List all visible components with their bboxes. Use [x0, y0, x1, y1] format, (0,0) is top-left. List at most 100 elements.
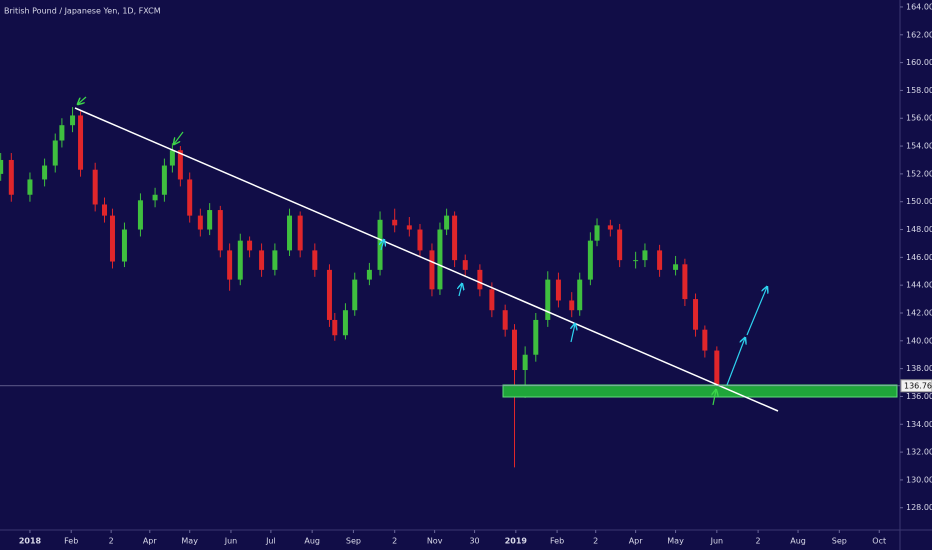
trend-line	[74, 107, 779, 412]
candle-body	[109, 215, 115, 262]
arrow	[381, 240, 384, 251]
x-tick-label: May	[181, 537, 198, 546]
arrow	[174, 131, 184, 144]
y-tick-label: 134.000	[906, 420, 932, 429]
x-tick-label: 30	[469, 537, 479, 546]
y-tick-label: 152.000	[906, 169, 932, 178]
candle-body	[161, 165, 167, 195]
x-tick-label: Jun	[224, 537, 238, 546]
x-tick-label: Aug	[790, 537, 806, 546]
candle-body	[366, 269, 372, 280]
y-tick-label: 156.000	[906, 114, 932, 123]
y-tick-label: 160.000	[906, 58, 932, 67]
candle-body	[287, 215, 293, 251]
candle-body	[437, 229, 443, 290]
candle-body	[462, 260, 468, 270]
y-tick-label: 132.000	[906, 448, 932, 457]
candle-body	[702, 329, 708, 351]
y-tick-label: 142.000	[906, 308, 932, 317]
candle-body	[187, 179, 193, 216]
candle-body	[342, 310, 348, 336]
candle-body	[272, 250, 278, 270]
x-tick-label: Apr	[629, 537, 644, 546]
candle-body	[227, 250, 233, 280]
x-tick-label: 2	[109, 537, 114, 546]
candle-body	[297, 215, 303, 251]
x-tick-label: 2	[392, 537, 397, 546]
candle-body	[59, 125, 65, 141]
candle-body	[617, 229, 623, 261]
candle-body	[237, 240, 243, 280]
y-tick-label: 136.000	[906, 392, 932, 401]
candle-body	[121, 229, 127, 262]
candle-body	[42, 165, 48, 180]
candle-body	[207, 210, 213, 230]
arrow	[726, 338, 745, 386]
candle-body	[52, 140, 58, 166]
x-tick-label: Oct	[872, 537, 886, 546]
candle-body	[247, 240, 253, 251]
candle-body	[27, 179, 33, 195]
candle-body	[92, 169, 98, 205]
candle-body	[587, 240, 593, 280]
x-tick-label: 2	[593, 537, 598, 546]
last-price-label: 136.767	[904, 381, 932, 390]
x-tick-label: Apr	[143, 537, 158, 546]
last-price-box	[900, 379, 932, 393]
x-tick-label: 2018	[19, 537, 42, 546]
y-tick-label: 140.000	[906, 336, 932, 345]
candle-body	[8, 159, 14, 195]
candle-body	[417, 229, 423, 251]
candle-body	[0, 159, 4, 174]
y-tick-label: 150.000	[906, 197, 932, 206]
candle-body	[332, 319, 338, 336]
y-tick-label: 148.000	[906, 225, 932, 234]
candle-body	[137, 200, 143, 230]
candle-body	[673, 264, 679, 270]
x-tick-label: Nov	[427, 537, 443, 546]
candle-body	[312, 250, 318, 270]
candle-body	[429, 250, 435, 290]
x-tick-label: Feb	[64, 537, 78, 546]
candle-body	[377, 219, 383, 270]
support-zone	[502, 384, 898, 398]
y-tick-label: 130.000	[906, 475, 932, 484]
y-tick-label: 154.000	[906, 142, 932, 151]
candle-body	[217, 210, 223, 251]
plot-area	[0, 107, 720, 468]
candle-body	[502, 310, 508, 330]
chart-title: British Pound / Japanese Yen, 1D, FXCM	[4, 7, 161, 16]
x-tick-label: Jul	[265, 537, 276, 546]
y-tick-label: 128.000	[906, 503, 932, 512]
y-tick-label: 138.000	[906, 364, 932, 373]
candle-body	[392, 219, 398, 226]
candle-body	[152, 194, 158, 201]
candle-body	[259, 250, 265, 270]
x-tick-label: 2	[756, 537, 761, 546]
candle-body	[452, 215, 458, 261]
candle-body	[477, 269, 483, 290]
candle-body	[545, 279, 551, 320]
candle-body	[169, 150, 175, 166]
arrow	[746, 287, 767, 336]
candle-body	[177, 150, 183, 180]
candle-body	[522, 354, 528, 371]
candle-body	[657, 250, 663, 270]
candle-body	[101, 204, 107, 216]
y-tick-label: 158.000	[906, 86, 932, 95]
x-tick-label: May	[667, 537, 684, 546]
candle-body	[642, 250, 648, 261]
candle-body	[682, 264, 688, 300]
candle-body	[197, 215, 203, 230]
candle-body	[352, 279, 358, 311]
x-tick-label: Sep	[832, 537, 847, 546]
arrow	[459, 284, 462, 297]
y-tick-label: 164.000	[906, 2, 932, 11]
candle-body	[594, 225, 600, 241]
candle-body	[406, 225, 412, 230]
candle-body	[693, 299, 699, 330]
candle-body	[444, 215, 450, 230]
y-tick-label: 144.000	[906, 281, 932, 290]
